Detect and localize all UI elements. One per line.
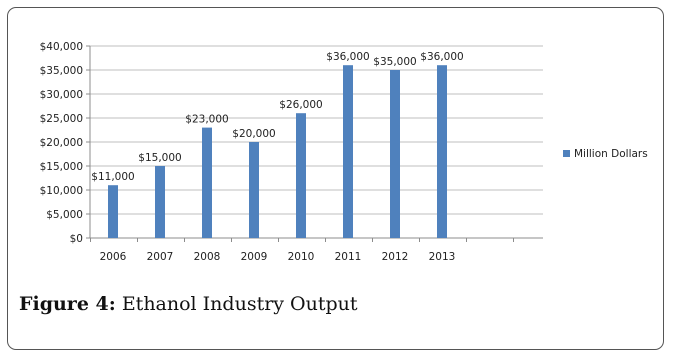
bar (390, 70, 400, 238)
x-tick-label: 2013 (429, 251, 456, 263)
gridlines (90, 45, 543, 215)
bar (296, 113, 306, 238)
caption-label: Figure 4: (19, 293, 116, 315)
axes (86, 45, 543, 242)
x-tick-label: 2009 (241, 251, 268, 263)
y-tick-labels: $0 $5,000 $10,000 $15,000 $20,000 $25,000 $30,… (40, 41, 83, 245)
x-tick-label: 2007 (147, 251, 174, 263)
x-tick-labels: 2006 2007 2008 2009 2010 2011 2012 2013 (100, 251, 456, 263)
y-tick-label: $30,000 (40, 89, 83, 101)
legend-label: Million Dollars (574, 148, 648, 160)
bar (249, 142, 259, 238)
data-label: $20,000 (232, 128, 275, 140)
y-tick-label: $15,000 (40, 161, 83, 173)
caption-text: Ethanol Industry Output (121, 293, 358, 315)
bar (202, 127, 212, 238)
legend: Million Dollars (563, 148, 648, 160)
figure-frame (7, 7, 664, 350)
data-label: $35,000 (373, 56, 416, 68)
x-tick-label: 2010 (288, 251, 315, 263)
data-labels: $11,000 $15,000 $23,000 $20,000 $26,000 $36,0… (91, 51, 463, 183)
y-tick-label: $10,000 (40, 185, 83, 197)
data-label: $11,000 (91, 171, 134, 183)
data-label: $23,000 (185, 114, 228, 126)
legend-swatch (563, 150, 570, 157)
y-tick-label: $5,000 (46, 209, 83, 221)
bar (437, 65, 447, 238)
bar (108, 185, 118, 238)
y-tick-label: $25,000 (40, 113, 83, 125)
data-label: $26,000 (279, 99, 322, 111)
data-label: $36,000 (326, 51, 369, 63)
data-label: $15,000 (138, 152, 181, 164)
x-tick-label: 2011 (335, 251, 362, 263)
y-tick-label: $35,000 (40, 65, 83, 77)
figure-caption: Figure 4: Ethanol Industry Output (19, 293, 358, 315)
bar (155, 166, 165, 238)
bars (108, 65, 447, 238)
x-tick-label: 2006 (100, 251, 127, 263)
x-tick-label: 2008 (194, 251, 221, 263)
data-label: $36,000 (420, 51, 463, 63)
y-tick-label: $0 (70, 233, 83, 245)
bar (343, 65, 353, 238)
y-tick-label: $20,000 (40, 137, 83, 149)
x-tick-label: 2012 (382, 251, 409, 263)
y-tick-label: $40,000 (40, 41, 83, 53)
